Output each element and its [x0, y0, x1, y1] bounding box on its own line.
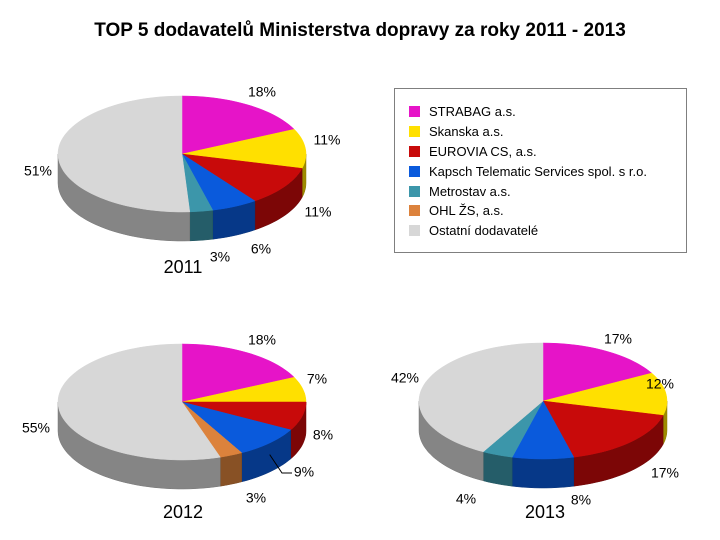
legend: STRABAG a.s. Skanska a.s. EUROVIA CS, a.… — [394, 88, 687, 253]
pie-side-walls — [418, 400, 668, 489]
pie-chart-2012: 18% 7% 8% 9% 3% 55% 2012 — [22, 332, 333, 522]
data-label: 6% — [251, 241, 271, 257]
legend-item: Skanska a.s. — [409, 122, 686, 142]
pie-slice-Kapsch Telematic Services spol. s r.o. — [181, 401, 292, 454]
pie-slice-Skanska a.s. — [181, 129, 307, 169]
data-label: 4% — [456, 491, 476, 507]
legend-label: Kapsch Telematic Services spol. s r.o. — [429, 163, 647, 179]
data-label: 3% — [246, 490, 266, 506]
legend-item: Kapsch Telematic Services spol. s r.o. — [409, 161, 686, 181]
data-label: 11% — [305, 204, 332, 220]
pie-chart-2011: 18% 11% 11% 6% 3% 51% 2011 — [24, 84, 341, 277]
pie-slice-Ostatní dodavatelé — [418, 342, 544, 453]
legend-item: EUROVIA CS, a.s. — [409, 142, 686, 162]
legend-swatch — [409, 106, 420, 118]
legend-label: STRABAG a.s. — [429, 104, 516, 120]
legend-label: Skanska a.s. — [429, 124, 504, 140]
legend-item: Metrostav a.s. — [409, 181, 686, 201]
legend-swatch — [409, 126, 420, 138]
pie-year-label: 2012 — [163, 502, 203, 522]
pie-slice-EUROVIA CS, a.s. — [542, 400, 664, 458]
legend-swatch — [409, 185, 420, 197]
legend-swatch — [409, 225, 420, 237]
pie-slice-Kapsch Telematic Services spol. s r.o. — [181, 153, 256, 211]
pie-slice-STRABAG a.s. — [181, 343, 295, 403]
legend-label: OHL ŽS, a.s. — [429, 203, 504, 219]
legend-swatch — [409, 145, 420, 157]
legend-label: Metrostav a.s. — [429, 183, 511, 199]
pie-side-OHL ŽS, a.s. — [220, 452, 242, 487]
pie-slice-Metrostav a.s. — [482, 400, 544, 458]
legend-swatch — [409, 205, 420, 217]
data-label: 9% — [294, 464, 314, 480]
data-label: 8% — [313, 427, 333, 443]
data-label: 12% — [646, 376, 674, 392]
pie-side-Kapsch Telematic Services spol. s r.o. — [511, 456, 575, 489]
leader-line — [269, 454, 292, 474]
data-label: 55% — [22, 420, 50, 436]
data-label: 7% — [307, 371, 327, 387]
legend-item: Ostatní dodavatelé — [409, 221, 686, 241]
pie-slice-EUROVIA CS, a.s. — [181, 401, 307, 431]
legend-item: STRABAG a.s. — [409, 102, 686, 122]
pie-top — [57, 343, 307, 461]
legend-label: Ostatní dodavatelé — [429, 223, 539, 239]
data-label: 18% — [248, 84, 276, 100]
pie-slice-STRABAG a.s. — [542, 342, 653, 402]
pie-side-walls — [57, 401, 307, 490]
pie-slice-Skanska a.s. — [181, 377, 307, 403]
data-label: 17% — [651, 465, 679, 481]
chart-title: TOP 5 dodavatelů Ministerstva dopravy za… — [94, 20, 626, 41]
legend-label: EUROVIA CS, a.s. — [429, 143, 537, 159]
pie-slice-Kapsch Telematic Services spol. s r.o. — [511, 400, 575, 460]
data-label: 3% — [210, 249, 230, 265]
pie-side-Metrostav a.s. — [189, 209, 214, 242]
legend-item: OHL ŽS, a.s. — [409, 201, 686, 221]
pie-side-Metrostav a.s. — [483, 451, 513, 487]
pie-slice-EUROVIA CS, a.s. — [181, 153, 303, 202]
pie-slice-STRABAG a.s. — [181, 95, 295, 155]
pie-top — [418, 342, 668, 460]
legend-swatch — [409, 165, 420, 177]
data-label: 42% — [391, 370, 419, 386]
pie-slice-Skanska a.s. — [542, 372, 668, 416]
data-label: 51% — [24, 163, 52, 179]
data-label: 11% — [314, 132, 341, 148]
pie-chart-2013: 17% 12% 17% 8% 4% 42% 2013 — [391, 331, 679, 522]
pie-slice-Ostatní dodavatelé — [57, 343, 221, 461]
pie-year-label: 2011 — [164, 257, 203, 277]
data-label: 18% — [248, 332, 276, 348]
pie-top — [57, 95, 307, 213]
pie-slice-Ostatní dodavatelé — [57, 95, 191, 213]
pie-year-label: 2013 — [525, 502, 565, 522]
data-label: 17% — [604, 331, 632, 347]
data-label: 8% — [571, 492, 591, 508]
